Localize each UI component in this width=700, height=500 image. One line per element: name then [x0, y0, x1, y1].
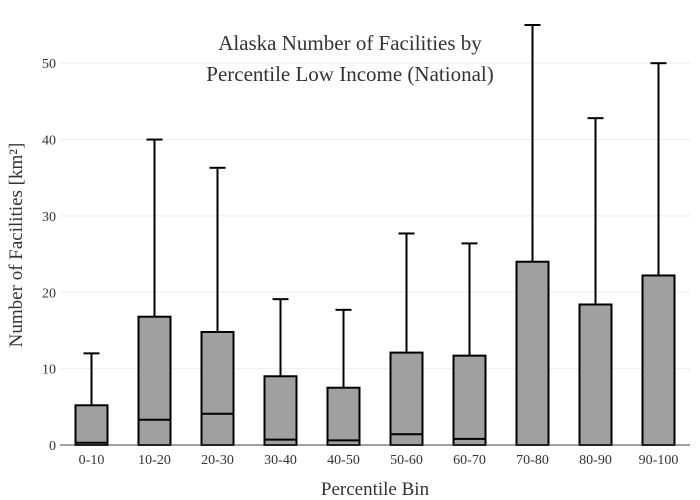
box-50-60	[389, 232, 424, 447]
iqr-box	[452, 354, 487, 446]
box-0-10	[74, 352, 109, 447]
x-tick-label: 0-10	[79, 453, 105, 468]
iqr-box	[578, 303, 613, 446]
iqr-box	[641, 274, 676, 446]
box-40-50	[326, 308, 361, 446]
y-tick-label: 30	[42, 210, 56, 225]
iqr-box	[137, 315, 172, 446]
x-tick-label: 90-100	[639, 453, 679, 468]
y-tick-label: 0	[49, 439, 56, 454]
chart-title-line-1: Alaska Number of Facilities by	[218, 31, 482, 55]
y-tick-label: 50	[42, 57, 56, 72]
x-tick-label: 20-30	[201, 453, 234, 468]
y-tick-label: 40	[42, 134, 56, 149]
box-90-100	[641, 62, 676, 446]
box-60-70	[452, 242, 487, 446]
x-axis-title: Percentile Bin	[321, 479, 430, 500]
x-tick-label: 40-50	[327, 453, 360, 468]
box-20-30	[200, 166, 235, 446]
box-30-40	[263, 298, 298, 447]
iqr-box	[389, 351, 424, 447]
iqr-box	[326, 386, 361, 446]
box-70-80	[515, 24, 550, 446]
iqr-box	[515, 260, 550, 446]
iqr-box	[200, 330, 235, 446]
y-axis-title: Number of Facilities [km²]	[6, 143, 27, 348]
x-tick-label: 70-80	[516, 453, 549, 468]
box-80-90	[578, 117, 613, 446]
chart-title-line-2: Percentile Low Income (National)	[206, 62, 493, 86]
x-tick-label: 30-40	[264, 453, 297, 468]
iqr-box	[263, 375, 298, 447]
x-tick-label: 80-90	[579, 453, 612, 468]
y-tick-label: 20	[42, 286, 56, 301]
y-tick-label: 10	[42, 363, 56, 378]
x-tick-label: 50-60	[390, 453, 423, 468]
x-tick-label: 60-70	[453, 453, 486, 468]
y-tick-labels: 0 10 20 30 40 50	[42, 57, 56, 454]
x-tick-label: 10-20	[138, 453, 171, 468]
x-tick-labels: 0-10 10-20 20-30 30-40 40-50 50-60 60-70 70-80 8…	[79, 453, 679, 468]
box-10-20	[137, 138, 172, 446]
iqr-box	[74, 404, 109, 447]
box-series	[74, 24, 676, 447]
